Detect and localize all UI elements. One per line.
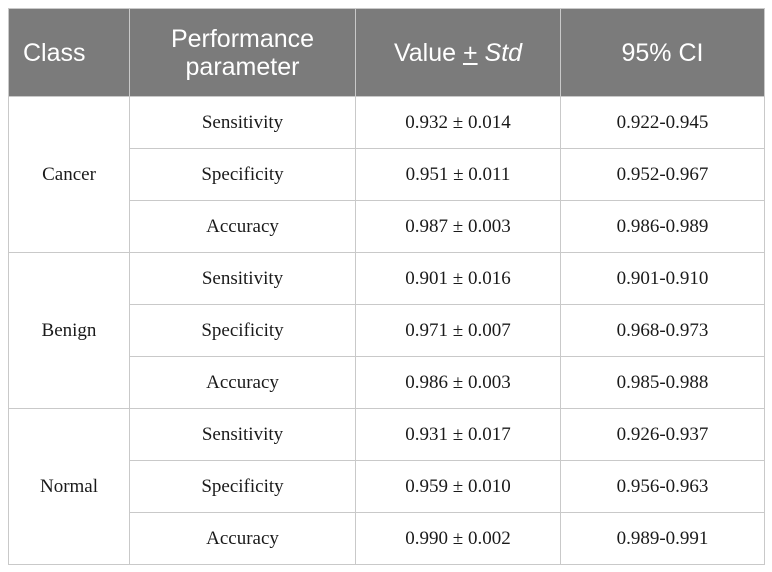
parameter-cell: Accuracy — [129, 356, 356, 409]
value-cell: 0.931 ± 0.017 — [355, 408, 561, 461]
parameter-cell: Sensitivity — [129, 408, 356, 461]
header-plus-minus: + — [462, 38, 478, 67]
value-cell: 0.901 ± 0.016 — [355, 252, 561, 305]
table-row: Accuracy 0.986 ± 0.003 0.985-0.988 — [9, 356, 765, 409]
table-row: Cancer Sensitivity 0.932 ± 0.014 0.922-0… — [8, 96, 765, 253]
ci-cell: 0.956-0.963 — [560, 460, 765, 513]
ci-cell: 0.968-0.973 — [560, 304, 765, 357]
value-cell: 0.959 ± 0.010 — [355, 460, 561, 513]
value-cell: 0.951 ± 0.011 — [355, 148, 561, 201]
table-row: Specificity 0.971 ± 0.007 0.968-0.973 — [9, 304, 765, 357]
ci-cell: 0.926-0.937 — [560, 408, 765, 461]
parameter-cell: Specificity — [129, 460, 356, 513]
header-performance-parameter: Performance parameter — [129, 8, 356, 97]
class-cell-cancer: Cancer — [8, 96, 130, 253]
value-cell: 0.986 ± 0.003 — [355, 356, 561, 409]
table-row: Accuracy 0.990 ± 0.002 0.989-0.991 — [9, 512, 765, 565]
table-row: Accuracy 0.987 ± 0.003 0.986-0.989 — [9, 200, 765, 253]
ci-cell: 0.922-0.945 — [560, 96, 765, 149]
value-cell: 0.932 ± 0.014 — [355, 96, 561, 149]
header-std-label: Std — [484, 38, 523, 67]
ci-cell: 0.985-0.988 — [560, 356, 765, 409]
value-cell: 0.990 ± 0.002 — [355, 512, 561, 565]
parameter-cell: Accuracy — [129, 200, 356, 253]
value-cell: 0.971 ± 0.007 — [355, 304, 561, 357]
header-class: Class — [8, 8, 130, 97]
class-cell-benign: Benign — [8, 252, 130, 409]
parameter-cell: Specificity — [129, 148, 356, 201]
table-header: Class Performance parameter Value + Std … — [8, 8, 765, 97]
parameter-cell: Accuracy — [129, 512, 356, 565]
parameter-cell: Sensitivity — [129, 96, 356, 149]
table-row: Specificity 0.951 ± 0.011 0.952-0.967 — [9, 148, 765, 201]
ci-cell: 0.989-0.991 — [560, 512, 765, 565]
results-table: Class Performance parameter Value + Std … — [8, 8, 765, 565]
parameter-cell: Sensitivity — [129, 252, 356, 305]
header-row: Class Performance parameter Value + Std … — [8, 8, 765, 97]
table-body: Cancer Sensitivity 0.932 ± 0.014 0.922-0… — [8, 96, 765, 565]
ci-cell: 0.952-0.967 — [560, 148, 765, 201]
parameter-cell: Specificity — [129, 304, 356, 357]
table-row: Normal Sensitivity 0.931 ± 0.017 0.926-0… — [8, 408, 765, 565]
table-row: Specificity 0.959 ± 0.010 0.956-0.963 — [9, 460, 765, 513]
header-value-label: Value — [393, 38, 463, 67]
ci-cell: 0.901-0.910 — [560, 252, 765, 305]
value-cell: 0.987 ± 0.003 — [355, 200, 561, 253]
header-95-ci: 95% CI — [560, 8, 765, 97]
table-row: Benign Sensitivity 0.901 ± 0.016 0.901-0… — [8, 252, 765, 409]
ci-cell: 0.986-0.989 — [560, 200, 765, 253]
class-cell-normal: Normal — [8, 408, 130, 565]
header-value-std: Value + Std — [355, 8, 561, 97]
